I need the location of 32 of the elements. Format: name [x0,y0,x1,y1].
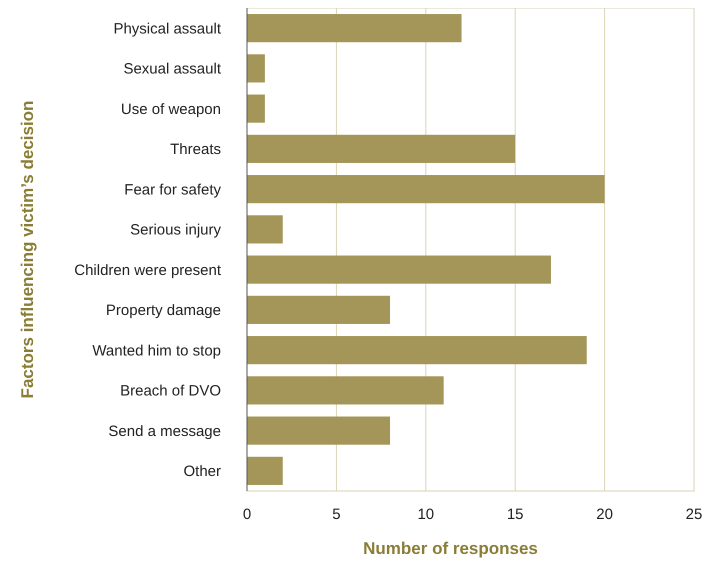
bar [247,175,605,204]
y-tick-label: Use of weapon [120,100,221,118]
y-tick-label: Children were present [74,262,222,279]
bar [247,256,551,284]
y-tick-label: Breach of DVO [120,382,221,400]
bar [247,376,444,404]
bar [247,456,283,485]
bar [247,296,390,324]
y-tick-label: Property damage [106,302,221,320]
y-tick-label: Physical assault [113,20,222,38]
bar [247,215,283,244]
x-tick-label: 5 [332,506,341,523]
bar [247,134,516,163]
y-tick-label: Send a message [108,422,221,440]
y-tick-label: Serious injury [130,222,222,239]
y-tick-label: Threats [170,141,221,158]
y-tick-label: Wanted him to stop [92,342,221,360]
x-tick-label: 10 [417,506,434,523]
y-tick-label: Fear for safety [124,181,222,198]
bar [247,416,390,445]
x-tick-label: 15 [506,506,524,523]
y-axis-title: Factors influencing victim’s decision [18,100,37,398]
bar [247,14,462,42]
x-tick-label: 20 [596,506,613,523]
bar [247,94,265,123]
x-tick-label: 0 [242,506,252,523]
x-axis-title: Number of responses [363,539,538,558]
bar [247,54,265,82]
y-tick-label: Sexual assault [123,60,222,78]
y-tick-label: Other [183,463,222,480]
x-tick-label: 25 [686,506,702,523]
bar [247,336,587,364]
